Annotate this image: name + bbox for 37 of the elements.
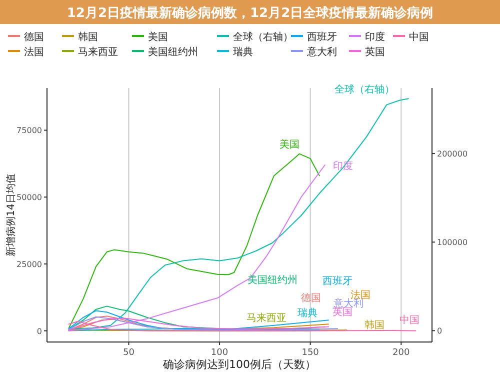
text: 西班牙 <box>322 276 352 288</box>
y2-tick-label: 200000 <box>437 150 468 159</box>
legend-label: 西班牙 <box>307 31 337 43</box>
text: 马来西亚 <box>246 312 286 324</box>
x-tick-label: 200 <box>392 348 410 358</box>
text: 美国 <box>279 140 300 151</box>
text: 全球（右轴） <box>334 84 394 96</box>
y-tick-label: 0 <box>36 326 42 336</box>
legend-label: 英国 <box>365 46 385 58</box>
y2-tick-label: 100000 <box>437 238 468 248</box>
x-tick-label: 150 <box>302 348 320 358</box>
legend-label: 美国纽约州 <box>148 46 198 58</box>
text: 英国 <box>332 306 352 318</box>
x-tick-label: 50 <box>122 348 135 358</box>
chart-title: 12月2日疫情最新确诊病例数，12月2日全球疫情最新确诊病例 <box>66 5 434 21</box>
y-tick-label: 25000 <box>16 260 42 269</box>
legend-label: 印度 <box>365 31 385 43</box>
x-tick-label: 100 <box>210 348 228 358</box>
y-tick-label: 75000 <box>16 126 42 136</box>
legend-label: 德国 <box>24 32 44 43</box>
y-tick-label: 50000 <box>16 193 42 202</box>
y2-tick-label: 0 <box>437 326 442 336</box>
text: 中国 <box>400 314 420 326</box>
x-axis-title: 确诊病例达到100例后（天数） <box>162 358 316 371</box>
legend-label: 全球（右轴） <box>233 31 293 43</box>
text: 德国 <box>300 292 321 304</box>
legend-label: 中国 <box>409 31 429 43</box>
legend-label: 瑞典 <box>233 46 253 58</box>
text: 美国纽约州 <box>247 274 298 286</box>
legend-label: 法国 <box>24 46 44 58</box>
y-axis-title: 新增病例14日均值 <box>5 174 17 256</box>
legend-label: 美国 <box>148 31 168 43</box>
text: 韩国 <box>364 320 385 331</box>
legend-label: 马来西亚 <box>78 46 118 58</box>
legend-label: 韩国 <box>78 31 98 43</box>
text: 瑞典 <box>297 308 318 320</box>
legend-label: 意大利 <box>306 46 337 58</box>
